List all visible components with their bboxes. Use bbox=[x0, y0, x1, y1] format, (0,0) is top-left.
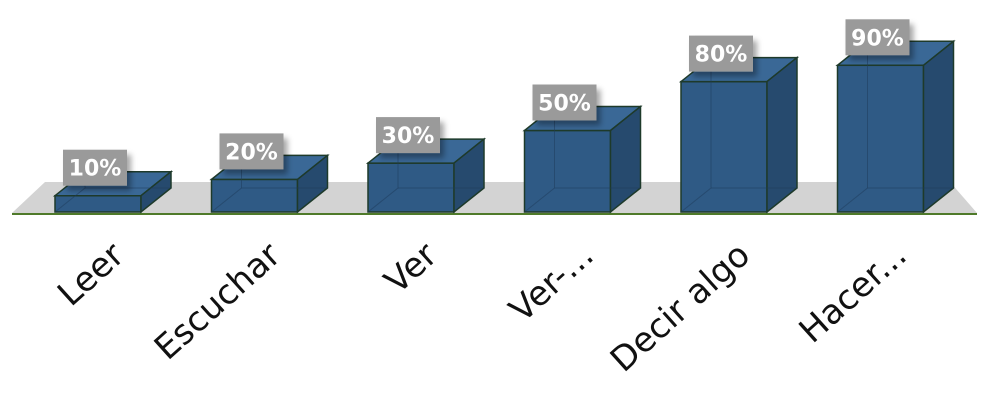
data-label-box bbox=[845, 19, 910, 56]
category-label: Ver bbox=[377, 235, 445, 302]
category-label: Decir algo bbox=[603, 235, 758, 380]
data-label-text: 20% bbox=[225, 140, 278, 165]
data-label: 80% bbox=[689, 35, 753, 72]
bar-front bbox=[54, 194, 142, 213]
data-label-box bbox=[376, 117, 440, 154]
bar bbox=[678, 56, 800, 214]
data-label-box bbox=[63, 149, 127, 186]
category-label: Escuchar bbox=[147, 235, 289, 368]
category-label: Leer bbox=[50, 235, 132, 314]
data-label: 20% bbox=[219, 133, 284, 170]
bar-front bbox=[836, 64, 925, 213]
data-label-text: 30% bbox=[382, 124, 435, 149]
data-label: 50% bbox=[532, 84, 597, 121]
data-label-text: 50% bbox=[538, 92, 591, 117]
category-label: Hacer... bbox=[792, 235, 915, 351]
bar-front bbox=[210, 178, 299, 213]
bar-front bbox=[680, 80, 768, 213]
bar-side bbox=[766, 56, 798, 214]
data-label: 90% bbox=[845, 19, 910, 56]
data-label: 30% bbox=[376, 117, 440, 154]
bar bbox=[522, 104, 643, 214]
data-label-box bbox=[689, 35, 753, 72]
bar-side bbox=[922, 39, 955, 214]
data-label-text: 90% bbox=[851, 26, 904, 51]
data-label-text: 80% bbox=[695, 43, 748, 68]
bar bbox=[209, 153, 330, 214]
data-labels-group: 10% 20% 30% 50% 80% 90% bbox=[63, 19, 910, 186]
category-label: Ver-... bbox=[502, 235, 602, 330]
category-labels-group: Leer Escuchar Ver Ver-... Decir algo Hacer... bbox=[50, 235, 914, 380]
data-label-text: 10% bbox=[69, 157, 122, 182]
data-label-box bbox=[532, 84, 597, 121]
data-label: 10% bbox=[63, 149, 127, 186]
bars-group bbox=[52, 39, 956, 214]
bar-front bbox=[523, 129, 612, 213]
bar bbox=[835, 39, 956, 214]
data-label-box bbox=[219, 133, 284, 170]
